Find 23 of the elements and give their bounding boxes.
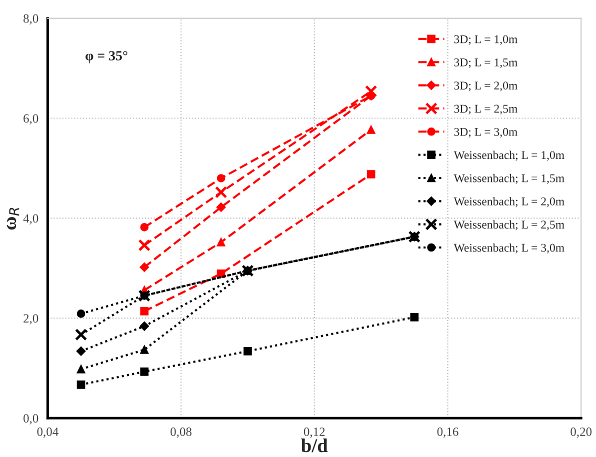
legend-label: 3D; L = 1,5m bbox=[454, 58, 518, 68]
legend-label: Weissenbach; L = 2,5m bbox=[454, 220, 564, 230]
y-axis-title: ω$_{R}$ bbox=[6, 208, 20, 230]
y-tick-label: 2,0 bbox=[24, 314, 38, 324]
legend-label: 3D; L = 1,0m bbox=[454, 35, 518, 45]
y-tick-label: 4,0 bbox=[23, 214, 38, 224]
legend-label: Weissenbach; L = 2,0m bbox=[454, 197, 564, 208]
x-tick-label: 0,04 bbox=[37, 428, 58, 438]
legend-label: Weissenbach; L = 3,0m bbox=[454, 243, 564, 254]
annotation: φ = 35° bbox=[86, 51, 128, 64]
legend-label: 3D; L = 2,5m bbox=[454, 104, 518, 114]
y-tick-label: 8,0 bbox=[24, 14, 38, 25]
x-axis-title: b/d bbox=[301, 438, 328, 452]
y-tick-label: 6,0 bbox=[24, 114, 38, 125]
legend-label: Weissenbach; L = 1,5m bbox=[454, 174, 564, 184]
y-tick-label: 0,0 bbox=[24, 414, 38, 424]
x-tick-label: 0,20 bbox=[570, 428, 592, 438]
x-tick-label: 0,12 bbox=[304, 428, 325, 438]
legend-label: Weissenbach; L = 1,0m bbox=[454, 150, 564, 161]
x-tick-label: 0,16 bbox=[437, 428, 458, 438]
legend-label: 3D; L = 2,0m bbox=[454, 82, 518, 92]
x-tick-label: 0,08 bbox=[170, 428, 192, 438]
legend-label: 3D; L = 3,0m bbox=[454, 128, 518, 138]
